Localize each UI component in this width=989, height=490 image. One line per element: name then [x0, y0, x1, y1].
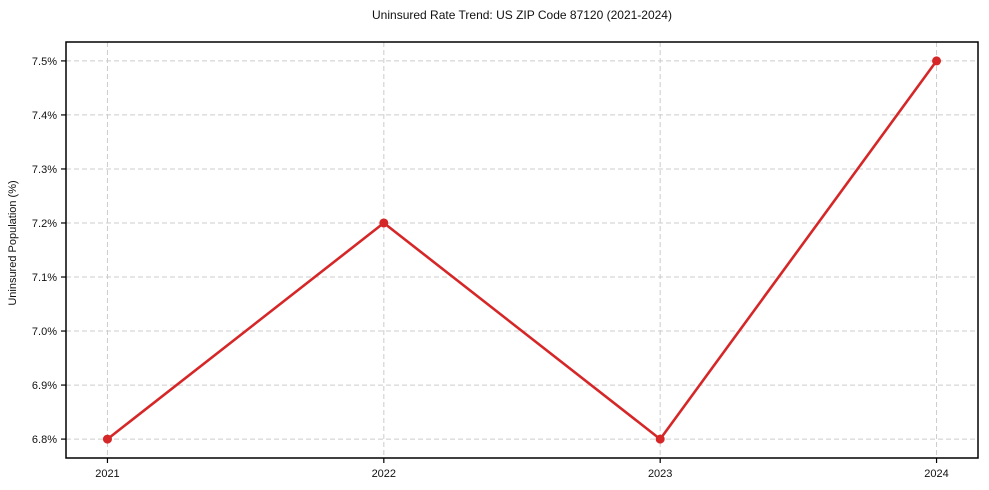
data-point [102, 434, 112, 444]
chart-title: Uninsured Rate Trend: US ZIP Code 87120 … [372, 8, 672, 22]
y-tick-label: 7.1% [32, 272, 57, 284]
x-tick-label: 2024 [924, 468, 948, 480]
y-tick-label: 7.2% [32, 218, 57, 230]
trend-line [106, 59, 938, 441]
y-tick-label: 6.9% [32, 380, 57, 392]
y-tick-label: 7.5% [32, 56, 57, 68]
x-tick-label: 2023 [648, 468, 672, 480]
data-point [655, 434, 665, 444]
data-point [379, 218, 389, 228]
y-tick-label: 7.0% [32, 326, 57, 338]
y-tick-label: 6.8% [32, 434, 57, 446]
y-tick-label: 7.3% [32, 164, 57, 176]
x-tick-label: 2021 [95, 468, 119, 480]
data-point [932, 56, 942, 66]
y-tick-label: 7.4% [32, 110, 57, 122]
plot-border [65, 41, 979, 459]
x-tick-label: 2022 [372, 468, 396, 480]
